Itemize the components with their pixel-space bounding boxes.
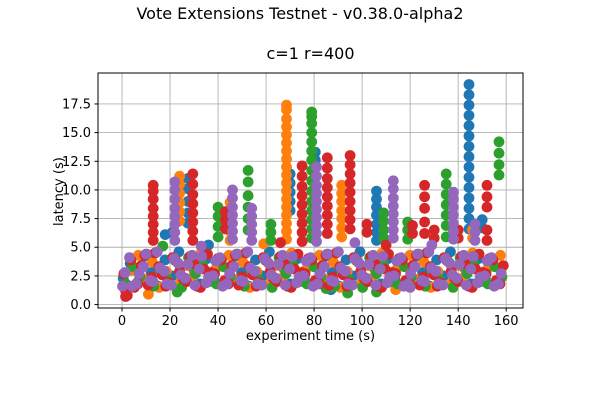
y-axis-label: latency (s) <box>52 157 67 226</box>
x-tick-labels: 0 20 40 60 80 100 120 140 160 <box>118 314 519 329</box>
y-tick-label: 7.5 <box>70 212 91 227</box>
x-axis-label: experiment time (s) <box>245 329 376 344</box>
x-tick-label: 120 <box>398 314 423 329</box>
axes-title: c=1 r=400 <box>266 44 355 63</box>
y-tick-label: 10.0 <box>62 183 91 198</box>
y-tick-label: 12.5 <box>62 155 91 170</box>
x-tick-label: 40 <box>210 314 227 329</box>
y-tick-label: 2.5 <box>70 269 91 284</box>
scatter-points <box>117 79 509 302</box>
x-tick-label: 160 <box>494 314 519 329</box>
y-tick-label: 0.0 <box>70 298 91 313</box>
x-tick-label: 80 <box>306 314 323 329</box>
figure-suptitle: Vote Extensions Testnet - v0.38.0-alpha2 <box>136 4 464 23</box>
x-tick-label: 20 <box>162 314 179 329</box>
tick-marks <box>94 103 507 312</box>
x-tick-label: 100 <box>350 314 375 329</box>
x-tick-label: 60 <box>258 314 275 329</box>
scatter-series <box>117 161 507 293</box>
axes-frame <box>97 72 524 309</box>
y-tick-label: 5.0 <box>70 241 91 256</box>
x-tick-label: 0 <box>118 314 126 329</box>
y-tick-labels: 0.0 2.5 5.0 7.5 10.0 12.5 15.0 17.5 <box>62 97 91 313</box>
y-tick-label: 17.5 <box>62 97 91 112</box>
y-tick-label: 15.0 <box>62 126 91 141</box>
x-tick-label: 140 <box>446 314 471 329</box>
